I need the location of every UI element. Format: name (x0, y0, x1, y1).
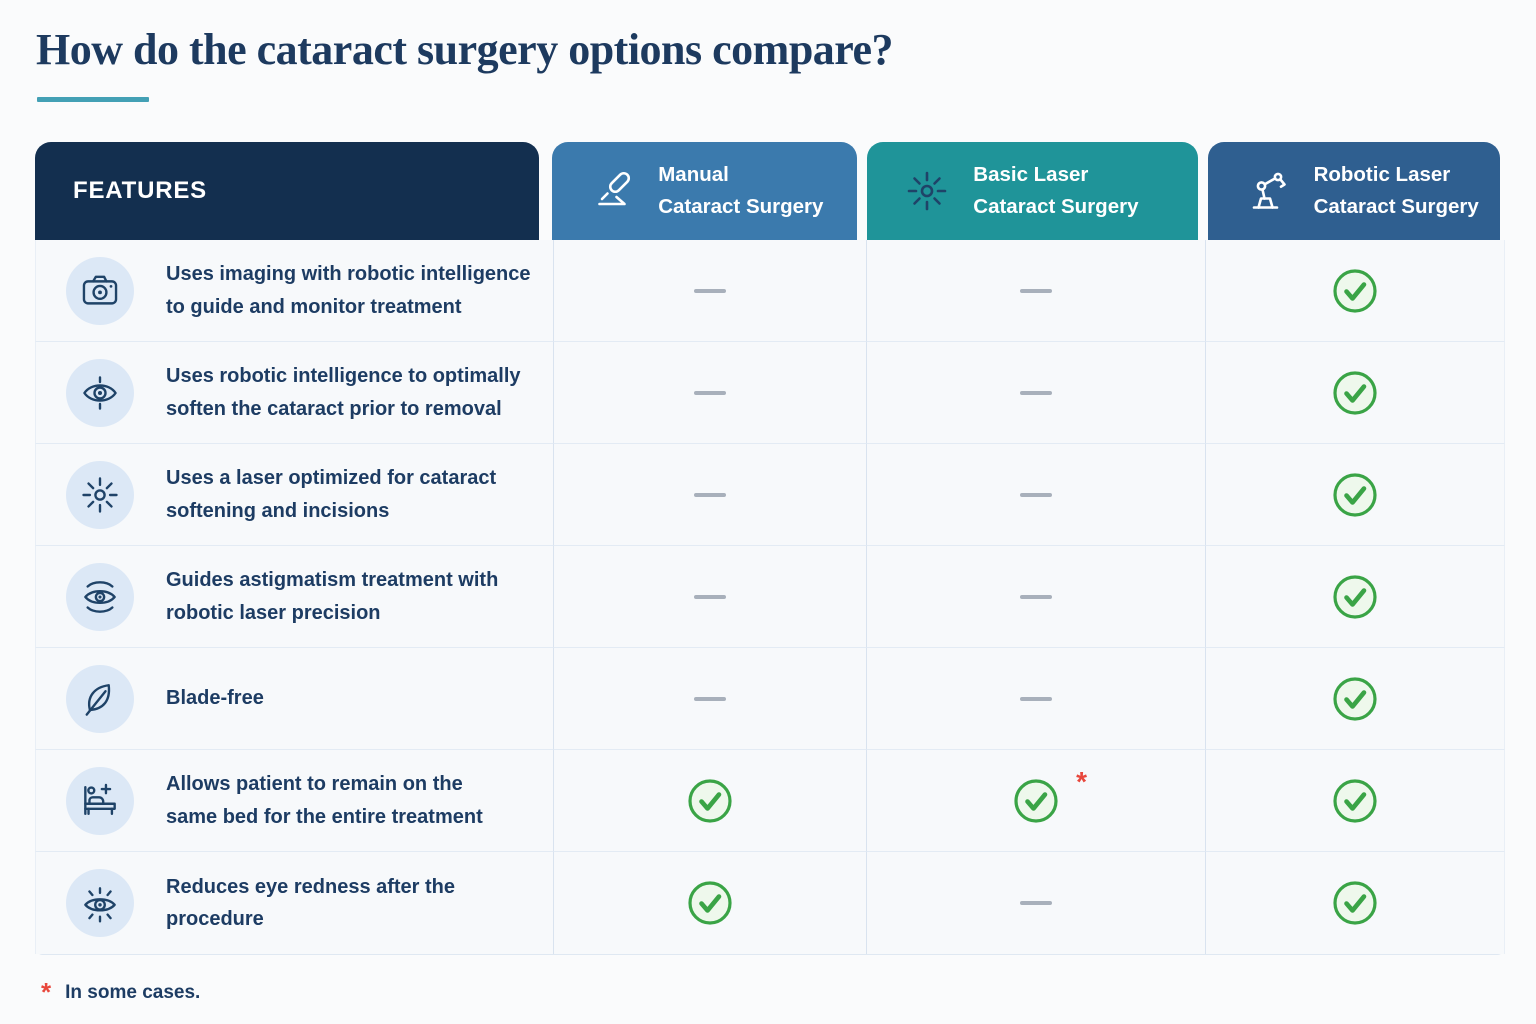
dash-icon (1020, 901, 1052, 905)
feature-label: Blade-free (166, 687, 264, 710)
check-icon (1332, 268, 1378, 314)
features-header: FEATURES (35, 142, 540, 240)
basic-laser-value-cell (866, 546, 1205, 648)
column-header-label: Robotic Laser Cataract Surgery (1313, 163, 1479, 218)
check-icon (1332, 676, 1378, 722)
footnote-text: In some cases. (65, 982, 201, 1003)
robotic-laser-value-cell (1205, 852, 1505, 954)
manual-value-cell (553, 342, 866, 444)
manual-value-cell (553, 750, 866, 852)
table-row: Uses robotic intelligence to optimally s… (35, 342, 1505, 444)
page-title: How do the cataract surgery options comp… (36, 25, 894, 74)
feature-label: Reduces eye redness after the procedure (166, 875, 456, 930)
check-icon (687, 778, 733, 824)
robotic-laser-value-cell (1205, 444, 1505, 546)
dash-icon (1020, 288, 1052, 293)
basic-laser-value-cell: * (866, 750, 1205, 852)
asterisk-icon: * (1076, 765, 1087, 797)
feature-label: Uses imaging with robotic intelligence t… (166, 263, 531, 318)
dash-icon (694, 594, 726, 599)
column-header-label: Basic Laser Cataract Surgery (973, 163, 1139, 218)
basic-laser-value-cell (866, 852, 1205, 954)
dash-icon (1020, 594, 1052, 599)
laser-icon (66, 460, 134, 529)
table-row: Reduces eye redness after the procedure (35, 852, 1505, 954)
feature-label: Uses robotic intelligence to optimally s… (166, 365, 521, 420)
feature-label: Uses a laser optimized for cataract soft… (166, 467, 497, 522)
feature-cell: Uses robotic intelligence to optimally s… (35, 342, 553, 444)
robotic-laser-value-cell (1205, 240, 1505, 342)
basic-laser-value-cell (866, 648, 1205, 750)
dash-icon (694, 492, 726, 497)
table-header-row: FEATURES Manual Cataract Surgery Basic L… (35, 142, 1505, 240)
column-header-label: Manual Cataract Surgery (658, 163, 824, 218)
table-row: Blade-free (35, 648, 1505, 750)
scalpel-icon (588, 167, 636, 215)
title-accent-underline (37, 97, 149, 102)
robot-arm-icon (1244, 167, 1292, 215)
patient-bed-icon (66, 766, 134, 835)
check-icon (1332, 472, 1378, 518)
laser-icon (903, 167, 951, 215)
manual-value-cell (553, 444, 866, 546)
robotic-laser-value-cell (1205, 342, 1505, 444)
feature-cell: Uses a laser optimized for cataract soft… (35, 444, 553, 546)
eye-redness-icon (66, 869, 134, 937)
basic-laser-value-cell (866, 342, 1205, 444)
robotic-laser-value-cell (1205, 648, 1505, 750)
robotic-laser-value-cell (1205, 546, 1505, 648)
dash-icon (694, 390, 726, 395)
column-header-robotic-laser: Robotic Laser Cataract Surgery (1207, 142, 1500, 240)
dash-icon (1020, 390, 1052, 395)
column-header-manual: Manual Cataract Surgery (552, 142, 858, 240)
table-row: Guides astigmatism treatment with roboti… (35, 546, 1505, 648)
check-icon (1332, 370, 1378, 416)
dash-icon (694, 288, 726, 293)
basic-laser-value-cell (866, 444, 1205, 546)
check-icon (1332, 574, 1378, 620)
check-icon (687, 880, 733, 926)
dash-icon (1020, 492, 1052, 497)
manual-value-cell (553, 648, 866, 750)
feature-label: Guides astigmatism treatment with roboti… (166, 569, 499, 624)
feature-cell: Reduces eye redness after the procedure (35, 852, 553, 954)
comparison-table: FEATURES Manual Cataract Surgery Basic L… (35, 142, 1505, 955)
asterisk-icon: * (41, 977, 52, 1007)
camera-icon (66, 256, 134, 325)
manual-value-cell (553, 546, 866, 648)
feature-cell: Allows patient to remain on the same bed… (35, 750, 553, 852)
basic-laser-value-cell (866, 240, 1205, 342)
table-row: Uses a laser optimized for cataract soft… (35, 444, 1505, 546)
dash-icon (1020, 696, 1052, 701)
table-body: Uses imaging with robotic intelligence t… (35, 240, 1505, 955)
manual-value-cell (553, 852, 866, 954)
dash-icon (694, 696, 726, 701)
features-header-label: FEATURES (73, 177, 207, 204)
check-icon: * (1013, 767, 1087, 824)
column-header-basic-laser: Basic Laser Cataract Surgery (867, 142, 1198, 240)
feature-cell: Uses imaging with robotic intelligence t… (35, 240, 553, 342)
feature-cell: Blade-free (35, 648, 553, 750)
scan-eye-icon (66, 358, 134, 427)
feature-cell: Guides astigmatism treatment with roboti… (35, 546, 553, 648)
precision-eye-icon (66, 562, 134, 631)
check-icon (1332, 880, 1378, 926)
table-row: Uses imaging with robotic intelligence t… (35, 240, 1505, 342)
feature-label: Allows patient to remain on the same bed… (166, 773, 483, 828)
leaf-icon (66, 664, 134, 733)
table-row: Allows patient to remain on the same bed… (35, 750, 1505, 852)
manual-value-cell (553, 240, 866, 342)
robotic-laser-value-cell (1205, 750, 1505, 852)
footnote: * In some cases. (41, 979, 1536, 1005)
check-icon (1332, 778, 1378, 824)
